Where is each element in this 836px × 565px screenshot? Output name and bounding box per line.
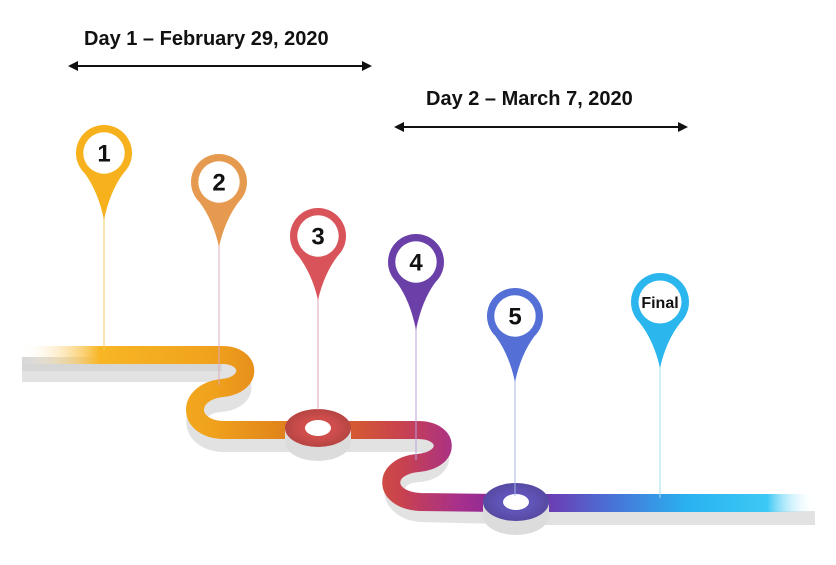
road-ring-5 [483, 483, 549, 535]
day-1-range-arrow [68, 61, 372, 71]
pin-center [395, 241, 437, 283]
milestone-pin-3: 3 [290, 208, 346, 300]
pin-center [494, 295, 536, 337]
day-2-range-arrow [394, 122, 688, 132]
milestone-label: 1 [97, 141, 110, 168]
road-ring-3 [285, 409, 351, 461]
pin-center [198, 161, 240, 203]
milestone-label: 3 [311, 224, 324, 251]
milestone-pin-2: 2 [191, 153, 247, 247]
milestone-label: 2 [212, 170, 225, 197]
milestone-label: 5 [508, 304, 521, 331]
milestone-pin-1: 1 [76, 125, 132, 220]
day-2-label: Day 2 – March 7, 2020 [426, 88, 633, 110]
milestone-label: 4 [409, 250, 423, 277]
day-1-label: Day 1 – February 29, 2020 [84, 28, 329, 50]
milestone-pin-4: 4 [388, 234, 445, 330]
pin-center [297, 215, 339, 257]
milestone-pin-5: 5 [487, 288, 543, 382]
milestone-pin-final: Final [631, 272, 690, 368]
milestone-label: Final [641, 295, 678, 312]
pin-stems [103, 205, 661, 498]
pin-center [83, 132, 125, 174]
pin-center [638, 280, 682, 324]
